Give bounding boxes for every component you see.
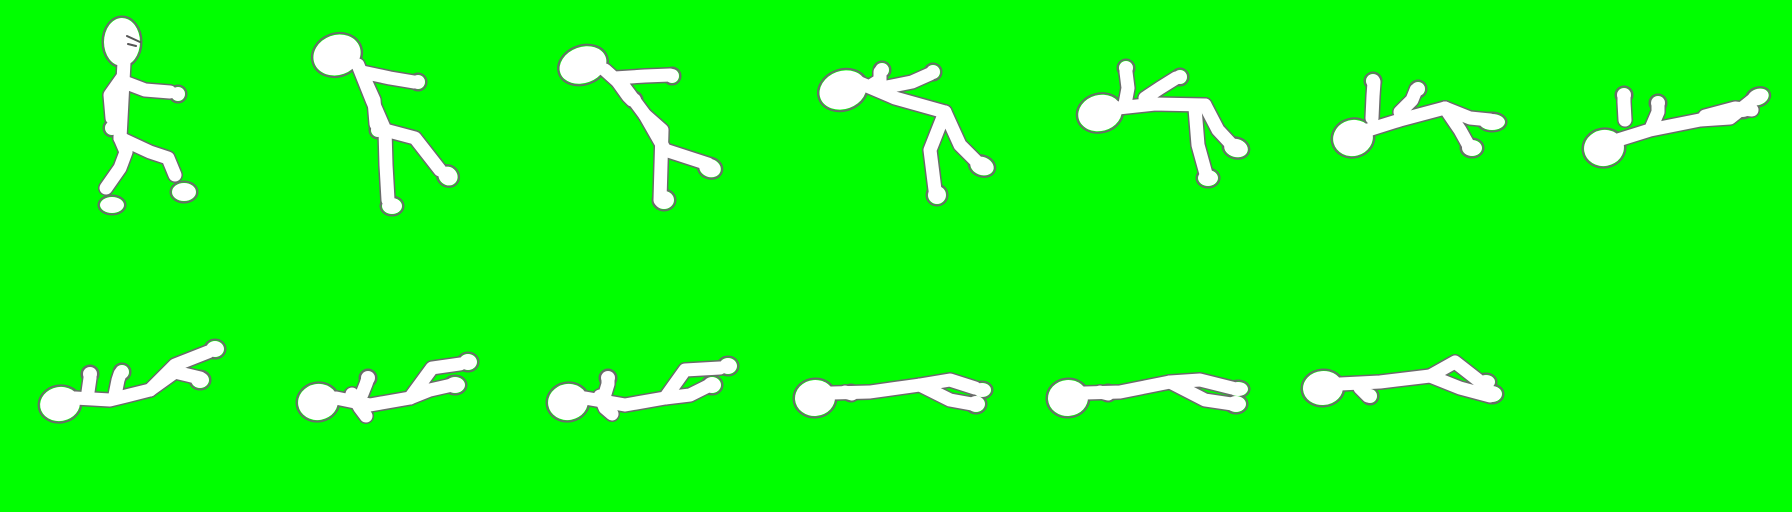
sprite-frame-4 (817, 60, 997, 207)
sprite-frame-3 (557, 43, 724, 212)
sprite-frame-12 (1045, 372, 1251, 419)
sprite-frame-10 (545, 355, 740, 423)
sprite-frame-6 (1330, 71, 1508, 159)
sprite-frame-8 (37, 338, 227, 424)
sprite-frame-9 (295, 351, 480, 424)
sprite-frame-1 (97, 15, 199, 216)
sprite-frame-13 (1300, 354, 1505, 408)
sprite-frame-2 (310, 31, 461, 217)
sprite-frame-11 (792, 372, 994, 419)
sprite-frame-7 (1581, 85, 1772, 169)
sprite-frame-5 (1075, 58, 1251, 189)
